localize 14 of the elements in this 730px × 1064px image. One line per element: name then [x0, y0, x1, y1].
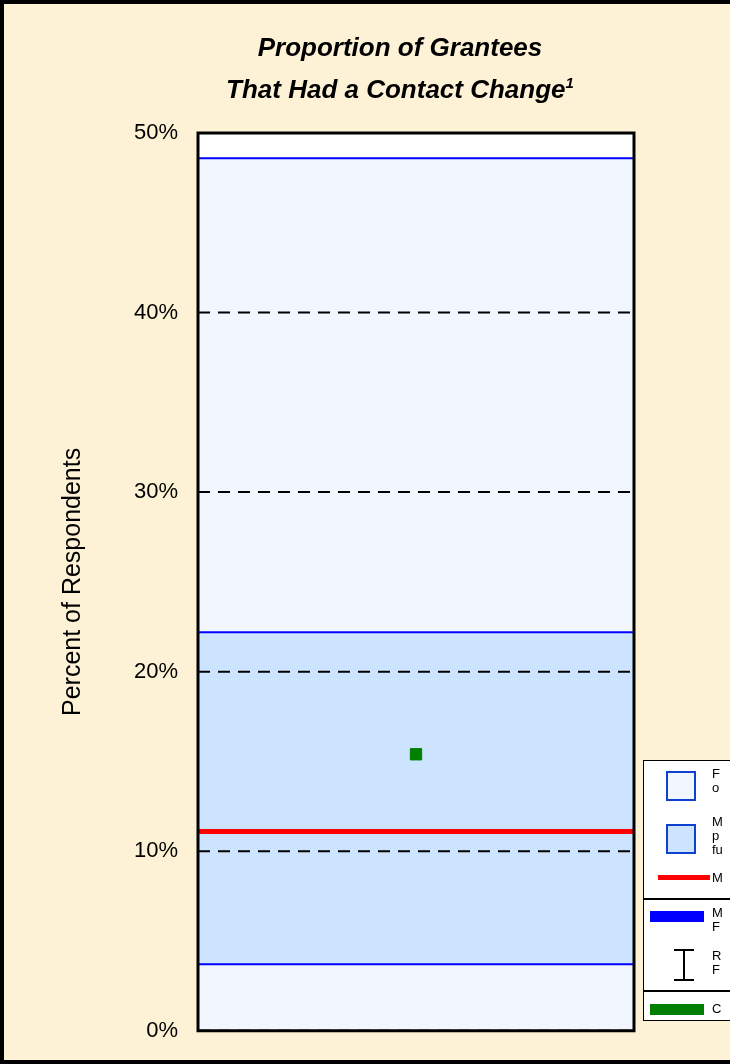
y-tick-label: 20% — [133, 657, 178, 683]
y-tick-label: 40% — [133, 298, 178, 324]
text: C — [712, 1001, 722, 1016]
y-tick-label: 0% — [146, 1016, 178, 1042]
text: M p fu — [712, 814, 723, 857]
y-tick-label: 30% — [133, 478, 178, 504]
y-axis-title: Percent of Respondents — [56, 447, 85, 717]
text: F o — [712, 766, 720, 795]
chart-title: Proportion of Grantees That Had a Contact Change$^{1}$ — [225, 31, 575, 106]
y-tick-label: 50% — [133, 119, 178, 145]
text: M — [712, 870, 723, 885]
text: R F — [712, 948, 722, 977]
y-tick-label: 10% — [133, 837, 178, 863]
text: M F — [712, 905, 723, 934]
